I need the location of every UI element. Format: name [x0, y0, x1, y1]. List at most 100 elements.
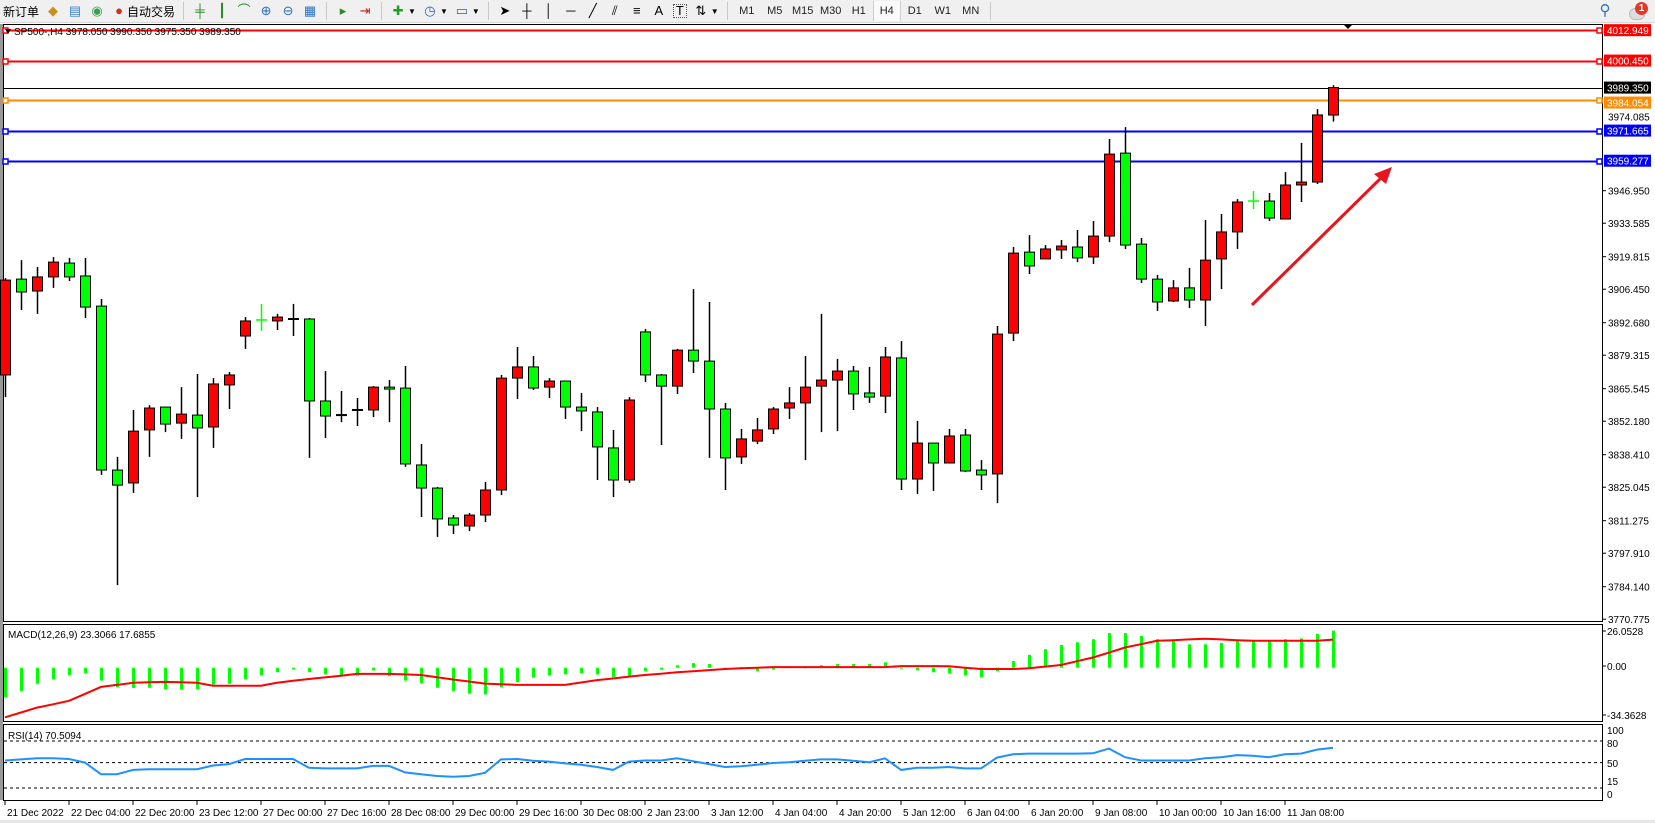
- auto-scroll-button[interactable]: ▸: [332, 1, 354, 21]
- periods-button[interactable]: ◷ ▼: [419, 1, 451, 21]
- candle: [336, 390, 347, 423]
- macd-histogram-bar: [52, 667, 55, 680]
- chart-shift-button[interactable]: ⇥: [354, 1, 376, 21]
- price-tick-label: 3852.180: [1608, 417, 1650, 428]
- candle: [1152, 274, 1163, 311]
- indicators-button[interactable]: ✚ ▼: [387, 1, 419, 21]
- new-order-button[interactable]: 新订单: [0, 1, 42, 21]
- macd-histogram-bar: [1076, 642, 1079, 668]
- tile-windows-button[interactable]: ▦: [299, 1, 321, 21]
- candle-body: [784, 402, 795, 409]
- price-tick-label: 3770.775: [1608, 615, 1650, 626]
- arrows-button[interactable]: ⇅ ▼: [690, 1, 722, 21]
- history-report-button[interactable]: ▤: [64, 1, 86, 21]
- candle: [1280, 172, 1291, 220]
- timeframe-m15[interactable]: M15: [792, 5, 814, 17]
- price-tick-label: 3946.950: [1608, 187, 1650, 198]
- candle-body: [672, 349, 683, 387]
- fibo-channel-button[interactable]: ⫽: [604, 1, 626, 21]
- templates-button[interactable]: ▭ ▼: [451, 1, 483, 21]
- candle-body: [128, 430, 139, 484]
- trend-arrow-line[interactable]: [1250, 175, 1384, 307]
- line-handle-left[interactable]: [2, 58, 9, 65]
- candle: [240, 317, 251, 349]
- crosshair-icon: ┼: [522, 3, 532, 18]
- text-label-button[interactable]: T: [670, 1, 690, 21]
- timeframe-d1[interactable]: D1: [907, 5, 922, 17]
- timeframe-mn[interactable]: MN: [962, 5, 980, 17]
- candle-body: [800, 386, 811, 404]
- macd-histogram-bar: [212, 667, 215, 685]
- candle: [304, 318, 315, 458]
- candle-body: [496, 377, 507, 491]
- macd-histogram-bar: [532, 667, 535, 678]
- line-handle-right[interactable]: [1596, 158, 1603, 165]
- line-handle-left[interactable]: [2, 128, 9, 135]
- candle-body: [880, 356, 891, 397]
- candle-body: [1104, 153, 1115, 237]
- zoom-in-button[interactable]: ⊕: [255, 1, 277, 21]
- candle: [1120, 127, 1131, 249]
- candle: [640, 328, 651, 383]
- candle-body: [1120, 152, 1131, 246]
- gold-bars-button[interactable]: ◆: [42, 1, 64, 21]
- candle-body: [976, 469, 987, 476]
- time-axis-label: 30 Dec 08:00: [583, 808, 643, 819]
- candle: [512, 346, 523, 400]
- candle: [688, 289, 699, 374]
- candle: [1136, 238, 1147, 284]
- candle: [608, 429, 619, 498]
- auto-trading-button[interactable]: ● 自动交易: [108, 1, 178, 21]
- timeframe-bar: M1 M5 M15 M30 H1 H4 D1 W1 MN: [733, 1, 985, 21]
- timeframe-h4[interactable]: H4: [872, 1, 901, 21]
- timeframe-m1[interactable]: M1: [739, 5, 755, 17]
- timeframe-m5[interactable]: M5: [767, 5, 783, 17]
- horizontal-line-button[interactable]: ─: [560, 1, 582, 21]
- fibo-retracement-button[interactable]: ≡: [626, 1, 648, 21]
- line-handle-right[interactable]: [1596, 97, 1603, 104]
- timeframe-h1[interactable]: H1: [851, 5, 866, 17]
- macd-histogram-bar: [1316, 633, 1319, 668]
- signals-button[interactable]: ◉: [86, 1, 108, 21]
- candle-body: [464, 514, 475, 527]
- trendline-button[interactable]: ╱: [582, 1, 604, 21]
- bar-chart-button[interactable]: ╪: [189, 1, 211, 21]
- candle: [48, 256, 59, 288]
- horizontal-line-icon: ─: [566, 3, 576, 18]
- trend-arrow[interactable]: [1250, 167, 1392, 307]
- candle-body: [96, 305, 107, 471]
- macd-histogram-bar: [164, 667, 167, 690]
- line-handle-left[interactable]: [2, 158, 9, 165]
- crosshair-button[interactable]: ┼: [516, 1, 538, 21]
- price-tick-label: 3838.410: [1608, 451, 1650, 462]
- line-handle-left[interactable]: [2, 97, 9, 104]
- candle-body: [720, 408, 731, 459]
- zoom-out-button[interactable]: ⊖: [277, 1, 299, 21]
- line-handle-right[interactable]: [1596, 58, 1603, 65]
- cursor-button[interactable]: ➤: [494, 1, 516, 21]
- text-button[interactable]: A: [648, 1, 670, 21]
- search-icon[interactable]: ⚲: [1599, 2, 1611, 19]
- chart-shift-marker-icon[interactable]: [1344, 25, 1352, 29]
- line-handle-right[interactable]: [1596, 27, 1603, 34]
- macd-histogram-bar: [308, 667, 311, 673]
- line-handle-right[interactable]: [1596, 128, 1603, 135]
- candle-body: [1328, 87, 1339, 116]
- candlestick-button[interactable]: ┃: [211, 1, 233, 21]
- candle-body: [240, 320, 251, 337]
- candle-body: [1008, 252, 1019, 334]
- candle-body: [912, 442, 923, 480]
- vertical-line-button[interactable]: │: [538, 1, 560, 21]
- price-level-value: 4012.949: [1607, 26, 1649, 37]
- text-icon: A: [654, 3, 664, 18]
- candle-body: [528, 366, 539, 389]
- time-axis-label: 23 Dec 12:00: [199, 808, 259, 819]
- notifications-button[interactable]: 1: [1629, 2, 1649, 20]
- timeframe-w1[interactable]: W1: [934, 5, 951, 17]
- timeframe-m30[interactable]: M30: [820, 5, 842, 17]
- line-chart-button[interactable]: ⌒: [233, 1, 255, 21]
- chart-header-text: SP500-,H4 3978.050 3990.350 3975.350 398…: [14, 27, 241, 38]
- collapse-triangle-icon[interactable]: [5, 29, 11, 34]
- candle: [1168, 280, 1179, 302]
